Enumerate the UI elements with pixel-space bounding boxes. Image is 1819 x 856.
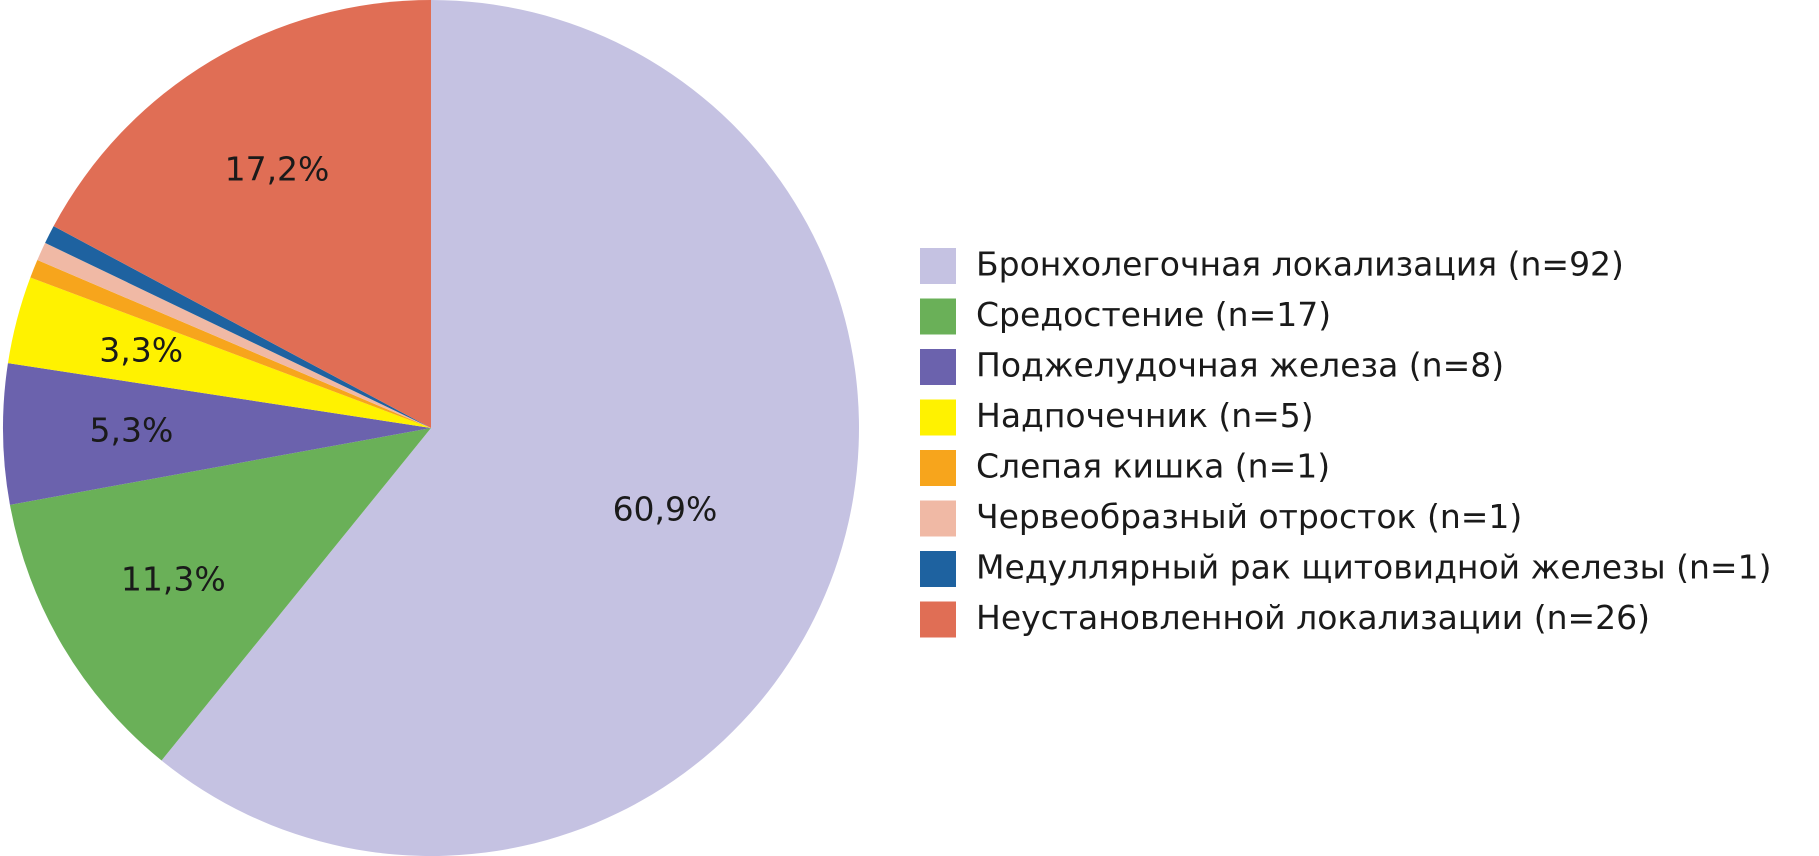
pie-slice	[37, 242, 431, 428]
pie-slice	[30, 260, 432, 428]
legend-label: Надпочечник (n=5)	[976, 396, 1314, 435]
legend-label: Медуллярный рак щитовидной железы (n=1)	[976, 548, 1771, 587]
legend-swatch	[920, 298, 956, 335]
value-label: 3,3%	[99, 331, 183, 370]
legend-label: Средостение (n=17)	[976, 295, 1331, 334]
legend-label: Слепая кишка (n=1)	[976, 447, 1330, 486]
legend-swatch	[920, 399, 956, 436]
value-label: 17,2%	[225, 150, 330, 189]
legend-swatch	[920, 349, 956, 385]
legend-swatch	[920, 551, 956, 587]
legend-swatch	[920, 500, 956, 537]
legend-label: Неустановленной локализации (n=26)	[976, 598, 1650, 637]
legend-label: Поджелудочная железа (n=8)	[976, 346, 1504, 385]
legend-label: Червеобразный отросток (n=1)	[976, 497, 1522, 536]
legend-swatch	[920, 248, 956, 284]
legend-label: Бронхолегочная локализация (n=92)	[976, 245, 1624, 284]
pie-slice	[3, 363, 432, 505]
pie-slice	[53, 0, 432, 428]
value-label: 5,3%	[90, 411, 174, 450]
pie-slice	[161, 0, 859, 856]
pie-slice	[7, 277, 431, 428]
legend-swatch	[920, 601, 956, 638]
pie-slice	[9, 428, 431, 761]
value-label: 60,9%	[613, 489, 718, 528]
value-label: 11,3%	[121, 559, 226, 598]
pie-slice	[45, 226, 431, 428]
legend-swatch	[920, 450, 956, 486]
